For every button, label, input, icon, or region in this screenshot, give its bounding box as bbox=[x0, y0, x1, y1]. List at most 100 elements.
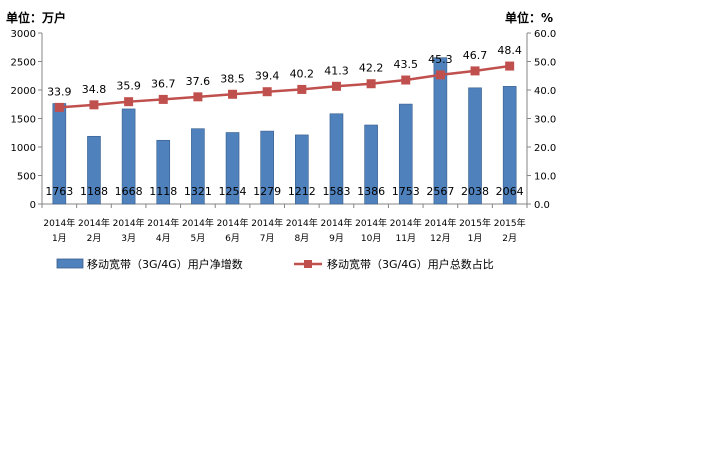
bar bbox=[191, 128, 205, 205]
line-marker bbox=[401, 75, 411, 85]
left-axis-tick-label: 1000 bbox=[11, 143, 36, 154]
x-tick-label-year: 2014年 bbox=[217, 217, 249, 229]
x-tick-label-year: 2015年 bbox=[459, 217, 491, 229]
bar bbox=[329, 113, 344, 205]
legend: 移动宽带（3G/4G）用户净增数 移动宽带（3G/4G）用户总数占比 bbox=[56, 257, 494, 271]
bar bbox=[87, 135, 101, 205]
legend-line-label: 移动宽带（3G/4G）用户总数占比 bbox=[327, 257, 494, 271]
x-tick-label-month: 8月 bbox=[294, 233, 309, 244]
bar bbox=[468, 87, 482, 205]
right-axis-tick-label: 30.0 bbox=[534, 115, 556, 126]
line-data-label: 45.3 bbox=[428, 53, 453, 66]
line-data-label: 43.5 bbox=[394, 58, 419, 71]
x-tick-label-month: 6月 bbox=[225, 233, 240, 244]
bar-data-label: 1386 bbox=[357, 185, 385, 198]
line-marker bbox=[124, 97, 134, 107]
x-tick-label-month: 11月 bbox=[396, 233, 416, 244]
line-data-label: 39.4 bbox=[255, 70, 280, 83]
line-marker bbox=[470, 66, 480, 76]
left-axis-tick-label: 0 bbox=[30, 200, 36, 211]
bar-data-label: 1212 bbox=[288, 185, 316, 198]
bar bbox=[121, 108, 136, 205]
left-axis-tick-label: 3000 bbox=[11, 29, 36, 40]
legend-bar-swatch bbox=[56, 258, 84, 269]
bar-data-label: 1321 bbox=[184, 185, 212, 198]
x-tick-label-year: 2014年 bbox=[355, 217, 387, 229]
line-marker bbox=[262, 87, 272, 97]
line-data-label: 46.7 bbox=[463, 49, 488, 62]
line-marker bbox=[228, 89, 238, 99]
x-tick-label-year: 2015年 bbox=[494, 217, 526, 229]
bar-data-label: 1668 bbox=[115, 185, 143, 198]
x-tick-label-month: 5月 bbox=[191, 233, 206, 244]
line-data-label: 33.9 bbox=[47, 85, 72, 98]
line-data-label: 41.3 bbox=[324, 64, 349, 77]
bar-data-label: 1118 bbox=[149, 185, 177, 198]
x-tick-label-year: 2014年 bbox=[147, 217, 179, 229]
x-tick-label-month: 7月 bbox=[260, 233, 275, 244]
bar-data-label: 1763 bbox=[45, 185, 73, 198]
bar-data-label: 2038 bbox=[461, 185, 489, 198]
left-unit-label: 单位：万户 bbox=[6, 10, 66, 25]
bar-data-label: 2064 bbox=[496, 185, 524, 198]
x-tick-label-year: 2014年 bbox=[78, 217, 110, 229]
x-tick-label-month: 9月 bbox=[329, 233, 344, 244]
x-tick-label-month: 2月 bbox=[502, 233, 517, 244]
x-tick-label-month: 2月 bbox=[87, 233, 102, 244]
bar bbox=[225, 132, 240, 205]
x-tick-label-year: 2014年 bbox=[251, 217, 283, 229]
bar bbox=[295, 134, 309, 205]
x-tick-label-month: 1月 bbox=[468, 233, 483, 244]
bar-data-label: 1188 bbox=[80, 185, 108, 198]
left-axis-tick-label: 500 bbox=[17, 172, 36, 183]
ratio-line bbox=[59, 64, 510, 109]
line-marker bbox=[331, 81, 341, 91]
right-axis-tick-label: 40.0 bbox=[534, 86, 556, 97]
legend-bar-label: 移动宽带（3G/4G）用户净增数 bbox=[87, 257, 243, 271]
x-tick-label-year: 2014年 bbox=[321, 217, 353, 229]
x-tick-label-year: 2014年 bbox=[182, 217, 214, 229]
x-tick-label-month: 12月 bbox=[430, 233, 450, 244]
legend-line-marker bbox=[304, 260, 312, 268]
bar bbox=[156, 139, 171, 205]
line-data-label: 37.6 bbox=[186, 75, 211, 88]
line-marker bbox=[505, 61, 515, 71]
line-marker bbox=[54, 102, 64, 112]
x-tick-label-month: 1月 bbox=[52, 233, 67, 244]
x-tick-label-year: 2014年 bbox=[113, 217, 145, 229]
x-tick-label-month: 3月 bbox=[121, 233, 136, 244]
right-axis-tick-label: 20.0 bbox=[534, 143, 556, 154]
bar bbox=[433, 57, 448, 205]
plot-area: 0 500 1000 1500 2000 2500 3000 0.0 10.0 20.0 30.0 4… bbox=[11, 29, 557, 244]
left-axis-tick-label: 1500 bbox=[11, 115, 36, 126]
right-unit-label: 单位：% bbox=[505, 10, 553, 25]
line-data-label: 48.4 bbox=[497, 44, 522, 57]
x-tick-label-year: 2014年 bbox=[390, 217, 422, 229]
line-marker bbox=[435, 70, 445, 80]
bar bbox=[502, 86, 517, 205]
line-marker bbox=[366, 79, 376, 89]
line-marker bbox=[297, 84, 307, 94]
line-data-label: 38.5 bbox=[220, 72, 245, 85]
line-data-label: 42.2 bbox=[359, 62, 384, 75]
right-axis-tick-label: 50.0 bbox=[534, 58, 556, 69]
x-tick-label-year: 2014年 bbox=[43, 217, 75, 229]
line-data-label: 34.8 bbox=[82, 83, 107, 96]
bar-data-label: 2567 bbox=[426, 185, 454, 198]
line-marker bbox=[158, 94, 168, 104]
right-axis-tick-label: 60.0 bbox=[534, 29, 556, 40]
line-data-label: 40.2 bbox=[290, 67, 315, 80]
bar-data-label: 1254 bbox=[219, 185, 247, 198]
left-axis-tick-label: 2000 bbox=[11, 86, 36, 97]
bar bbox=[398, 103, 413, 205]
x-tick-label-year: 2014年 bbox=[286, 217, 318, 229]
bar-data-label: 1753 bbox=[392, 185, 420, 198]
bar-data-label: 1279 bbox=[253, 185, 281, 198]
x-tick-label-month: 4月 bbox=[156, 233, 171, 244]
right-axis-tick-label: 10.0 bbox=[534, 172, 556, 183]
line-marker bbox=[193, 92, 203, 102]
left-axis-tick-label: 2500 bbox=[11, 58, 36, 69]
right-axis-tick-label: 0.0 bbox=[534, 200, 550, 211]
bar bbox=[364, 124, 378, 205]
